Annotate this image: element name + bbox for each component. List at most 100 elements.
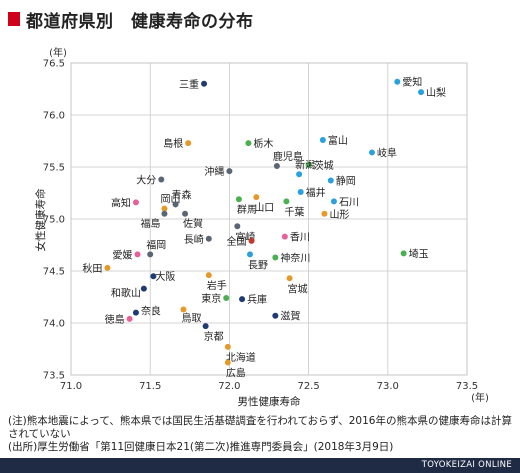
source-text: (出所)厚生労働省「第11回健康日本21(第二次)推進専門委員会」(2018年3… (8, 441, 394, 453)
data-point-鹿児島 (273, 162, 280, 169)
data-point-鳥取 (180, 306, 187, 313)
data-label-沖縄: 沖縄 (204, 165, 224, 178)
data-label-新潟: 新潟 (295, 158, 315, 171)
data-point-島根 (185, 140, 192, 147)
data-label-愛媛: 愛媛 (113, 248, 133, 261)
data-label-青森: 青森 (172, 188, 192, 201)
x-tick-label: 71.0 (60, 381, 82, 392)
data-label-石川: 石川 (339, 197, 359, 208)
data-point-青森 (172, 201, 179, 208)
chart-axes: 71.0 71.5 72.0 72.5 73.0 73.5 73.5 74.0 74.5 75.0… (43, 59, 478, 393)
data-label-岐阜: 岐阜 (377, 146, 397, 159)
data-point-東京 (223, 295, 230, 302)
data-point-愛知 (394, 78, 401, 85)
chart-grid (70, 62, 468, 376)
data-point-佐賀 (182, 210, 189, 217)
data-label-奈良: 奈良 (141, 305, 161, 318)
page-title: 都道府県別 健康寿命の分布 (26, 11, 254, 32)
data-label-福井: 福井 (306, 186, 326, 199)
data-point-山梨 (418, 89, 425, 96)
data-label-京都: 京都 (204, 330, 224, 343)
y-tick-label: 73.5 (43, 371, 65, 382)
data-point-京都 (202, 323, 209, 330)
data-label-大阪: 大阪 (155, 270, 175, 283)
data-point-徳島 (126, 315, 133, 322)
data-label-三重: 三重 (179, 78, 199, 91)
data-point-秋田 (104, 264, 111, 271)
data-label-滋賀: 滋賀 (280, 310, 300, 323)
y-tick-label: 75.5 (43, 163, 65, 174)
y-unit-label: (年) (49, 46, 67, 59)
data-label-山梨: 山梨 (426, 86, 446, 99)
data-label-大分: 大分 (136, 173, 156, 186)
title-accent-mark (8, 12, 20, 26)
y-tick-label: 76.0 (43, 111, 65, 122)
x-tick-label: 71.5 (139, 381, 161, 392)
data-point-全国 (248, 237, 255, 244)
data-point-岡山 (161, 205, 168, 212)
data-point-埼玉 (400, 250, 407, 257)
data-label-島根: 島根 (163, 137, 183, 150)
data-label-兵庫: 兵庫 (247, 293, 267, 306)
x-axis-label: 男性健康寿命 (238, 395, 301, 408)
data-point-静岡 (327, 177, 334, 184)
data-point-群馬 (235, 196, 242, 203)
data-point-奈良 (132, 309, 139, 316)
data-label-徳島: 徳島 (105, 313, 125, 326)
data-point-三重 (201, 80, 208, 87)
data-point-大分 (158, 176, 165, 183)
data-point-神奈川 (272, 254, 279, 261)
data-label-神奈川: 神奈川 (280, 251, 310, 264)
data-label-岩手: 岩手 (207, 279, 227, 292)
x-unit-label: (年) (471, 391, 489, 404)
data-point-山形 (321, 210, 328, 217)
data-point-福岡 (147, 251, 154, 258)
data-point-滋賀 (272, 312, 279, 319)
x-tick-label: 73.5 (456, 381, 478, 392)
data-label-長崎: 長崎 (184, 233, 204, 246)
title-bar: 都道府県別 健康寿命の分布 (8, 6, 254, 32)
x-tick-label: 72.5 (297, 381, 319, 392)
data-label-福島: 福島 (140, 217, 160, 230)
data-label-和歌山: 和歌山 (111, 287, 141, 300)
data-label-千葉: 千葉 (284, 205, 304, 218)
data-point-福井 (297, 188, 304, 195)
data-label-宮城: 宮城 (288, 282, 308, 295)
data-label-愛知: 愛知 (402, 76, 422, 89)
x-tick-label: 73.0 (377, 381, 399, 392)
footer-bar: TOYOKEIZAI ONLINE (0, 458, 520, 473)
data-label-秋田: 秋田 (82, 262, 102, 275)
y-tick-label: 74.0 (43, 319, 65, 330)
brand-label: TOYOKEIZAI ONLINE (421, 460, 512, 470)
data-label-群馬: 群馬 (237, 203, 257, 216)
data-point-栃木 (245, 140, 252, 147)
note-text: (注)熊本地震によって、熊本県では国民生活基礎調査を行われておらず、2016年の… (8, 415, 512, 440)
data-point-岩手 (205, 272, 212, 279)
data-label-長野: 長野 (248, 259, 268, 271)
data-point-福島 (161, 210, 168, 217)
data-point-北海道 (224, 343, 231, 350)
data-point-長野 (246, 251, 253, 258)
data-point-宮崎 (234, 223, 241, 230)
data-label-高知: 高知 (111, 196, 131, 209)
data-point-高知 (132, 199, 139, 206)
data-label-富山: 富山 (328, 134, 348, 147)
data-point-千葉 (283, 198, 290, 205)
y-tick-label: 76.5 (43, 59, 65, 70)
data-label-北海道: 北海道 (226, 351, 256, 364)
x-tick-label: 72.0 (218, 381, 240, 392)
data-label-鹿児島: 鹿児島 (273, 150, 303, 163)
y-tick-label: 74.5 (43, 267, 65, 278)
y-axis-label: 女性健康寿命 (34, 188, 47, 251)
data-point-山口 (253, 194, 260, 201)
data-label-栃木: 栃木 (253, 137, 273, 150)
data-label-東京: 東京 (201, 292, 221, 305)
data-label-香川: 香川 (290, 232, 310, 244)
data-point-石川 (330, 198, 337, 205)
data-point-兵庫 (239, 296, 246, 303)
data-label-静岡: 静岡 (336, 175, 356, 188)
data-point-新潟 (296, 171, 303, 178)
data-point-香川 (281, 233, 288, 240)
y-tick-label: 75.0 (43, 215, 65, 226)
